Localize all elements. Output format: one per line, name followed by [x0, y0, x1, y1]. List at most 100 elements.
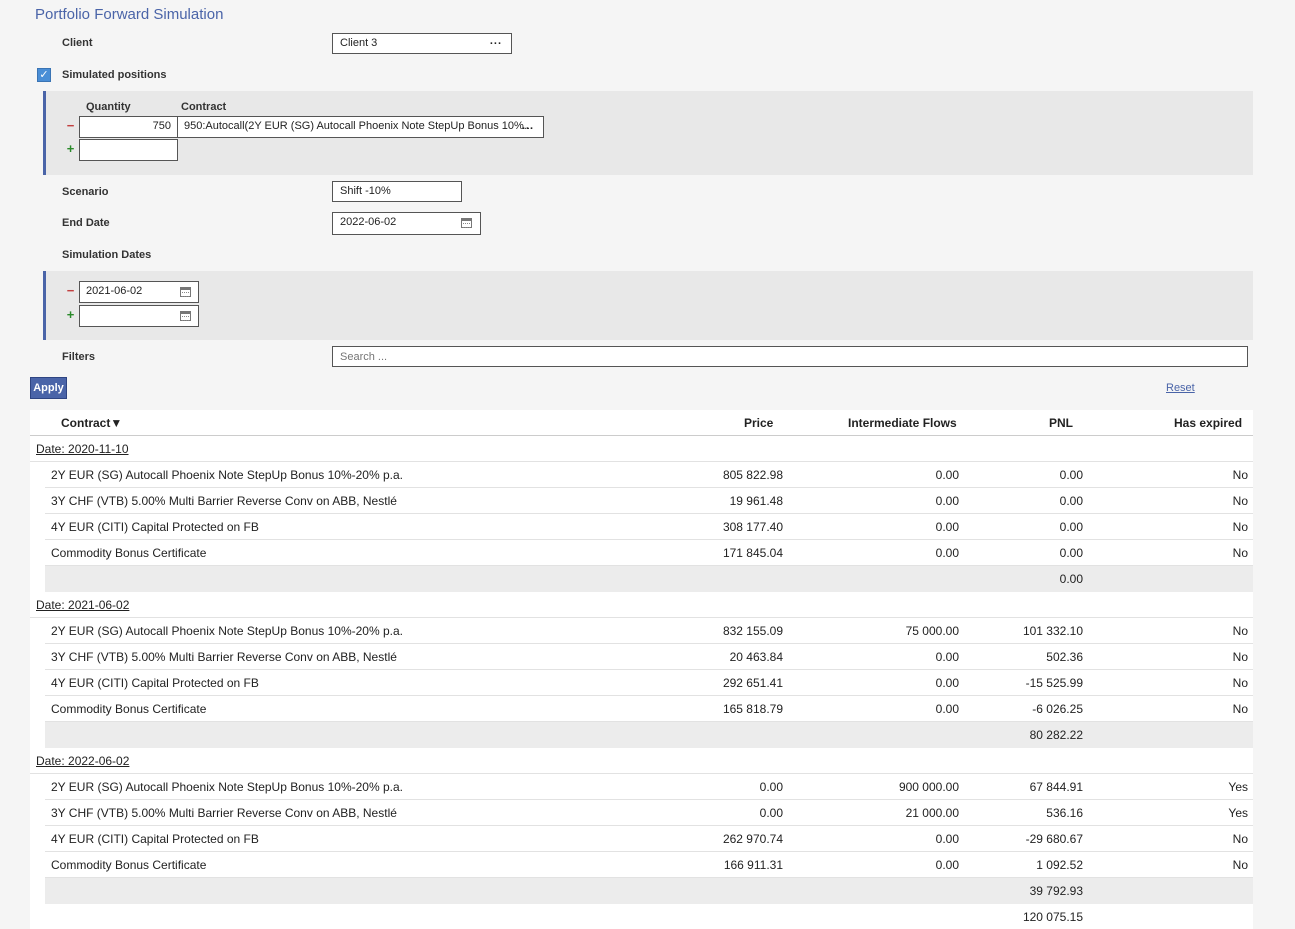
table-row[interactable]: Commodity Bonus Certificate 171 845.04 0.0… — [45, 540, 1253, 566]
expired-cell: No — [1232, 468, 1248, 482]
expired-cell: No — [1232, 546, 1248, 560]
table-row[interactable]: 4Y EUR (CITI) Capital Protected on FB 292… — [45, 670, 1253, 696]
flows-cell: 75 000.00 — [905, 624, 959, 638]
flows-cell: 0.00 — [935, 832, 959, 846]
table-row[interactable]: 2Y EUR (SG) Autocall Phoenix Note StepUp… — [45, 462, 1253, 488]
group-date-label[interactable]: Date: 2020-11-10 — [36, 442, 129, 456]
remove-position-button[interactable]: − — [66, 118, 75, 133]
table-row[interactable]: 3Y CHF (VTB) 5.00% Multi Barrier Reverse… — [45, 644, 1253, 670]
price-cell: 166 911.31 — [723, 858, 783, 872]
group-date-label[interactable]: Date: 2022-06-02 — [36, 754, 130, 768]
expired-column-header[interactable]: Has expired — [1174, 416, 1243, 430]
flows-cell: 21 000.00 — [905, 806, 959, 820]
expired-cell: No — [1232, 702, 1248, 716]
table-header: Contract▼ Price Intermediate Flows PNL H… — [30, 410, 1253, 436]
flows-cell: 0.00 — [935, 520, 959, 534]
contract-cell: 2Y EUR (SG) Autocall Phoenix Note StepUp… — [51, 780, 403, 794]
contract-cell: 3Y CHF (VTB) 5.00% Multi Barrier Reverse… — [51, 494, 397, 508]
calendar-icon[interactable] — [180, 311, 191, 321]
price-column-header[interactable]: Price — [744, 416, 774, 430]
table-row[interactable]: Commodity Bonus Certificate 166 911.31 0.0… — [45, 852, 1253, 878]
results-table: Contract▼ Price Intermediate Flows PNL H… — [30, 410, 1253, 929]
expired-cell: No — [1232, 676, 1248, 690]
new-simulation-date-field[interactable] — [79, 305, 199, 327]
add-date-button[interactable]: + — [66, 307, 75, 322]
table-row[interactable]: 2Y EUR (SG) Autocall Phoenix Note StepUp… — [45, 774, 1253, 800]
contract-header: Contract — [181, 101, 227, 113]
pnl-cell: 0.00 — [1059, 520, 1083, 534]
contract-cell: 3Y CHF (VTB) 5.00% Multi Barrier Reverse… — [51, 650, 397, 664]
price-cell: 165 818.79 — [722, 702, 783, 716]
grand-total-row: 120 075.15 — [30, 904, 1253, 929]
price-cell: 262 970.74 — [722, 832, 783, 846]
quantity-header: Quantity — [86, 101, 131, 113]
table-row[interactable]: 3Y CHF (VTB) 5.00% Multi Barrier Reverse… — [45, 800, 1253, 826]
quantity-input[interactable]: 750 — [79, 116, 178, 138]
end-date-field[interactable]: 2022-06-02 — [332, 212, 481, 235]
reset-link[interactable]: Reset — [1166, 382, 1195, 394]
calendar-icon[interactable] — [461, 218, 472, 228]
filters-label: Filters — [62, 351, 96, 363]
flows-cell: 0.00 — [935, 546, 959, 560]
subtotal-row: 0.00 — [45, 566, 1253, 592]
pnl-cell: 0.00 — [1059, 468, 1083, 482]
client-picker-button[interactable]: ... — [489, 35, 502, 47]
client-label: Client — [62, 37, 93, 49]
price-cell: 0.00 — [759, 780, 783, 794]
flows-column-header[interactable]: Intermediate Flows — [848, 416, 957, 430]
contract-cell: 2Y EUR (SG) Autocall Phoenix Note StepUp… — [51, 468, 403, 482]
price-cell: 832 155.09 — [722, 624, 783, 638]
calendar-icon[interactable] — [180, 287, 191, 297]
client-value: Client 3 — [340, 37, 378, 49]
contract-cell: 4Y EUR (CITI) Capital Protected on FB — [51, 832, 259, 846]
pnl-cell: 101 332.10 — [1022, 624, 1083, 638]
contract-picker-button[interactable]: ... — [521, 120, 534, 132]
group-date-label[interactable]: Date: 2021-06-02 — [36, 598, 130, 612]
contract-cell: Commodity Bonus Certificate — [51, 546, 207, 560]
flows-cell: 0.00 — [935, 676, 959, 690]
expired-cell: No — [1232, 494, 1248, 508]
simulation-dates-panel: − 2021-06-02 + — [43, 271, 1253, 340]
apply-button[interactable]: Apply — [30, 377, 67, 399]
flows-cell: 0.00 — [935, 494, 959, 508]
contract-column-header[interactable]: Contract▼ — [61, 416, 123, 430]
table-row[interactable]: Commodity Bonus Certificate 165 818.79 0.0… — [45, 696, 1253, 722]
pnl-cell: 1 092.52 — [1036, 858, 1083, 872]
simulation-date-field[interactable]: 2021-06-02 — [79, 281, 199, 303]
contract-cell: 2Y EUR (SG) Autocall Phoenix Note StepUp… — [51, 624, 403, 638]
contract-value: 950:Autocall(2Y EUR (SG) Autocall Phoeni… — [184, 120, 533, 132]
flows-cell: 0.00 — [935, 702, 959, 716]
price-cell: 0.00 — [759, 806, 783, 820]
expired-cell: Yes — [1228, 780, 1248, 794]
add-position-button[interactable]: + — [66, 141, 75, 156]
table-row[interactable]: 3Y CHF (VTB) 5.00% Multi Barrier Reverse… — [45, 488, 1253, 514]
pnl-cell: -15 525.99 — [1025, 676, 1083, 690]
subtotal-row: 39 792.93 — [45, 878, 1253, 904]
simulation-dates-label: Simulation Dates — [62, 249, 152, 261]
table-row[interactable]: 2Y EUR (SG) Autocall Phoenix Note StepUp… — [45, 618, 1253, 644]
contract-cell: Commodity Bonus Certificate — [51, 702, 207, 716]
expired-cell: No — [1232, 520, 1248, 534]
price-cell: 171 845.04 — [722, 546, 783, 560]
table-row[interactable]: 4Y EUR (CITI) Capital Protected on FB 262… — [45, 826, 1253, 852]
group-header[interactable]: Date: 2020-11-10 — [30, 436, 1253, 462]
expired-cell: No — [1232, 650, 1248, 664]
client-field[interactable]: Client 3 ... — [332, 33, 512, 54]
pnl-cell: 536.16 — [1046, 806, 1083, 820]
pnl-cell: -6 026.25 — [1032, 702, 1083, 716]
flows-cell: 900 000.00 — [898, 780, 959, 794]
simulated-positions-checkbox[interactable]: ✓ — [37, 68, 51, 82]
remove-date-button[interactable]: − — [66, 283, 75, 298]
scenario-field[interactable]: Shift -10% — [332, 181, 462, 202]
group-header[interactable]: Date: 2021-06-02 — [30, 592, 1253, 618]
flows-cell: 0.00 — [935, 858, 959, 872]
search-input[interactable] — [332, 346, 1248, 367]
pnl-cell: 0.00 — [1059, 546, 1083, 560]
pnl-cell: 0.00 — [1059, 494, 1083, 508]
pnl-column-header[interactable]: PNL — [1049, 416, 1073, 430]
new-quantity-input[interactable] — [79, 139, 178, 161]
group-header[interactable]: Date: 2022-06-02 — [30, 748, 1253, 774]
contract-cell: 4Y EUR (CITI) Capital Protected on FB — [51, 520, 259, 534]
table-row[interactable]: 4Y EUR (CITI) Capital Protected on FB 308… — [45, 514, 1253, 540]
contract-field[interactable]: 950:Autocall(2Y EUR (SG) Autocall Phoeni… — [177, 116, 544, 138]
